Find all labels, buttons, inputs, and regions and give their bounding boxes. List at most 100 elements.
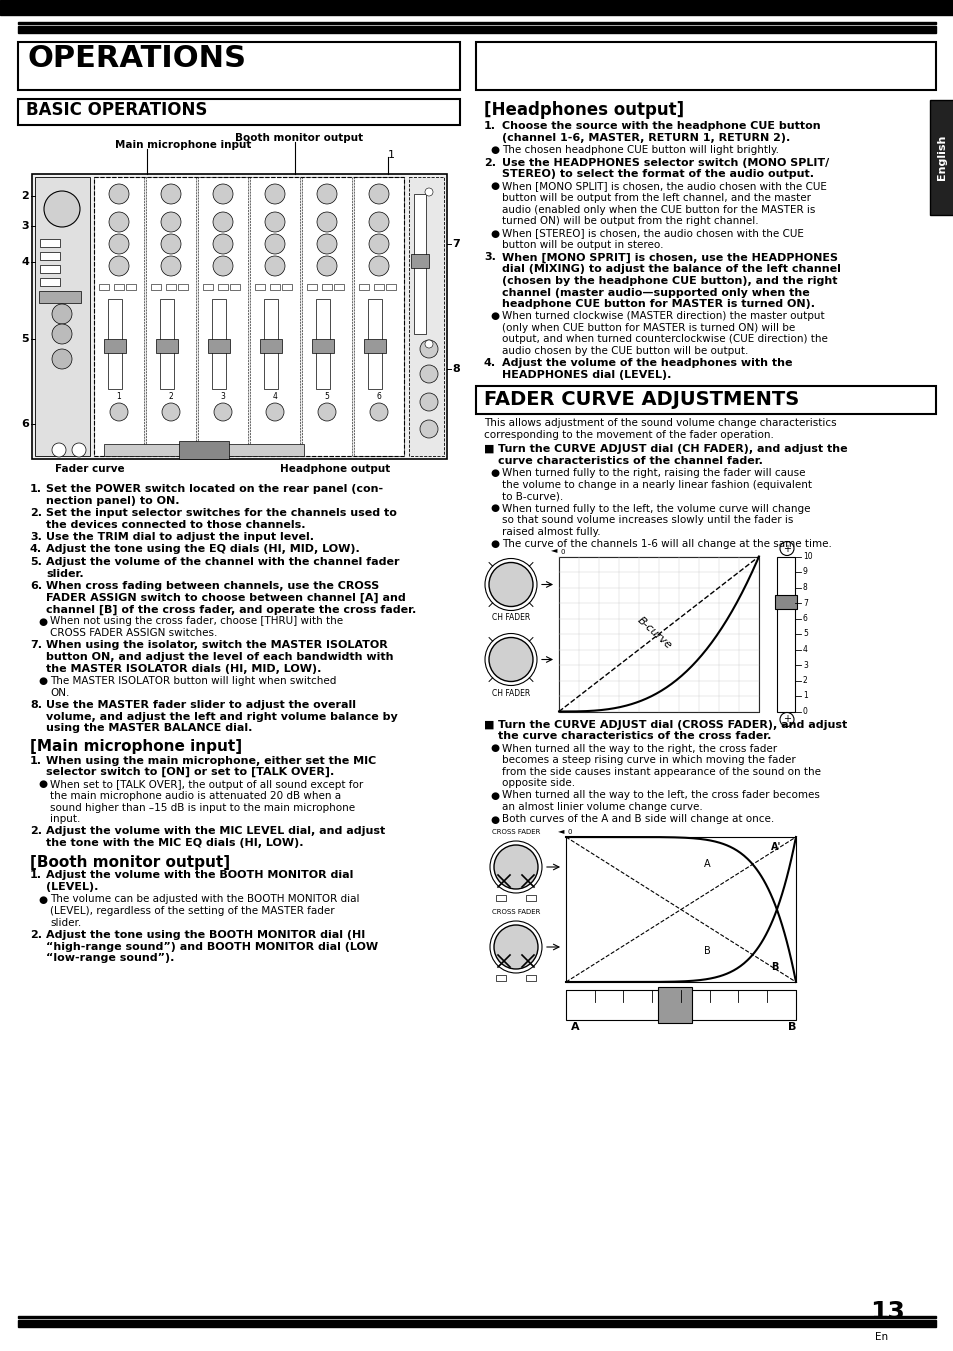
Bar bbox=[40, 278, 60, 286]
Circle shape bbox=[369, 184, 389, 204]
Text: Adjust the volume of the headphones with the
HEADPHONES dial (LEVEL).: Adjust the volume of the headphones with… bbox=[501, 358, 792, 380]
Circle shape bbox=[109, 212, 129, 232]
Text: Booth monitor output: Booth monitor output bbox=[234, 132, 363, 143]
Bar bbox=[525, 894, 536, 901]
Text: ■: ■ bbox=[483, 720, 494, 730]
Text: 7.: 7. bbox=[30, 640, 42, 650]
Circle shape bbox=[419, 365, 437, 382]
Text: 4: 4 bbox=[21, 257, 29, 267]
Text: When [MONO SPLIT] is chosen, the audio chosen with the CUE
button will be output: When [MONO SPLIT] is chosen, the audio c… bbox=[501, 181, 826, 227]
Text: 1: 1 bbox=[116, 392, 121, 401]
Circle shape bbox=[109, 184, 129, 204]
Text: ●: ● bbox=[490, 790, 498, 801]
Text: Turn the CURVE ADJUST dial (CH FADER), and adjust the
curve characteristics of t: Turn the CURVE ADJUST dial (CH FADER), a… bbox=[497, 444, 846, 466]
Circle shape bbox=[213, 255, 233, 276]
Bar bbox=[94, 177, 144, 457]
Bar bbox=[40, 265, 60, 273]
Text: 0: 0 bbox=[560, 549, 565, 554]
Circle shape bbox=[161, 255, 181, 276]
Bar bbox=[104, 444, 304, 457]
Bar bbox=[18, 22, 935, 24]
Text: The MASTER ISOLATOR button will light when switched
ON.: The MASTER ISOLATOR button will light wh… bbox=[50, 676, 336, 697]
Text: ●: ● bbox=[490, 815, 498, 824]
Text: 9: 9 bbox=[802, 567, 807, 577]
Text: 3: 3 bbox=[21, 222, 29, 231]
Text: Choose the source with the headphone CUE button
(channel 1-6, MASTER, RETURN 1, : Choose the source with the headphone CUE… bbox=[501, 122, 820, 143]
Bar bbox=[322, 284, 332, 290]
Bar bbox=[32, 174, 447, 459]
Bar bbox=[774, 596, 796, 609]
Text: 10: 10 bbox=[802, 553, 812, 561]
Circle shape bbox=[161, 234, 181, 254]
Bar bbox=[260, 339, 282, 353]
Bar bbox=[18, 1316, 935, 1319]
Text: When turned clockwise (MASTER direction) the master output
(only when CUE button: When turned clockwise (MASTER direction)… bbox=[501, 311, 827, 355]
Text: 13: 13 bbox=[869, 1300, 904, 1324]
Text: 3: 3 bbox=[220, 392, 225, 401]
Text: 4.: 4. bbox=[30, 544, 42, 554]
Bar bbox=[525, 975, 536, 981]
Circle shape bbox=[369, 234, 389, 254]
Text: OPERATIONS: OPERATIONS bbox=[28, 45, 247, 73]
Bar bbox=[409, 177, 443, 457]
Bar bbox=[354, 177, 403, 457]
Bar bbox=[254, 284, 265, 290]
Circle shape bbox=[316, 212, 336, 232]
Bar bbox=[18, 99, 459, 126]
Text: 4.: 4. bbox=[483, 358, 496, 367]
Text: B: B bbox=[703, 946, 710, 955]
Text: ●: ● bbox=[490, 228, 498, 239]
Text: En: En bbox=[874, 1332, 887, 1342]
Text: CH FADER: CH FADER bbox=[492, 689, 530, 697]
Circle shape bbox=[162, 403, 180, 422]
Circle shape bbox=[265, 255, 285, 276]
Bar bbox=[368, 299, 381, 389]
Text: ◄: ◄ bbox=[557, 825, 563, 835]
Text: [Main microphone input]: [Main microphone input] bbox=[30, 739, 242, 754]
Bar bbox=[364, 339, 386, 353]
Text: 7: 7 bbox=[802, 598, 807, 608]
Text: This allows adjustment of the sound volume change characteristics
corresponding : This allows adjustment of the sound volu… bbox=[483, 417, 836, 439]
Bar bbox=[307, 284, 316, 290]
Circle shape bbox=[213, 234, 233, 254]
Circle shape bbox=[370, 403, 388, 422]
Circle shape bbox=[44, 190, 80, 227]
Circle shape bbox=[780, 712, 793, 727]
Text: ●: ● bbox=[490, 504, 498, 513]
Bar bbox=[39, 290, 81, 303]
Text: The curve of the channels 1-6 will all change at the same time.: The curve of the channels 1-6 will all c… bbox=[501, 539, 831, 549]
Circle shape bbox=[419, 420, 437, 438]
Text: When not using the cross fader, choose [THRU] with the
CROSS FADER ASSIGN switch: When not using the cross fader, choose [… bbox=[50, 616, 343, 638]
Text: When turned fully to the left, the volume curve will change
so that sound volume: When turned fully to the left, the volum… bbox=[501, 504, 810, 536]
Text: Turn the CURVE ADJUST dial (CROSS FADER), and adjust
the curve characteristics o: Turn the CURVE ADJUST dial (CROSS FADER)… bbox=[497, 720, 846, 742]
Text: The volume can be adjusted with the BOOTH MONITOR dial
(LEVEL), regardless of th: The volume can be adjusted with the BOOT… bbox=[50, 894, 359, 928]
Text: ●: ● bbox=[490, 145, 498, 155]
Circle shape bbox=[494, 925, 537, 969]
Bar bbox=[312, 339, 334, 353]
Circle shape bbox=[213, 184, 233, 204]
Text: CROSS FADER: CROSS FADER bbox=[492, 830, 539, 835]
Text: 5: 5 bbox=[21, 334, 29, 345]
Text: The chosen headphone CUE button will light brightly.: The chosen headphone CUE button will lig… bbox=[501, 145, 779, 155]
Text: Use the MASTER fader slider to adjust the overall
volume, and adjust the left an: Use the MASTER fader slider to adjust th… bbox=[46, 700, 397, 734]
Text: 5: 5 bbox=[324, 392, 329, 401]
Text: When turned all the way to the left, the cross fader becomes
an almost linier vo: When turned all the way to the left, the… bbox=[501, 790, 819, 812]
Bar bbox=[358, 284, 369, 290]
Text: When using the main microphone, either set the MIC
selector switch to [ON] or se: When using the main microphone, either s… bbox=[46, 755, 375, 777]
Bar bbox=[230, 284, 240, 290]
Text: 6: 6 bbox=[376, 392, 381, 401]
Text: 0: 0 bbox=[567, 830, 572, 835]
Text: Both curves of the A and B side will change at once.: Both curves of the A and B side will cha… bbox=[501, 815, 774, 824]
Circle shape bbox=[161, 184, 181, 204]
Circle shape bbox=[369, 212, 389, 232]
Circle shape bbox=[109, 255, 129, 276]
Text: 6: 6 bbox=[802, 613, 807, 623]
Text: 7: 7 bbox=[452, 239, 459, 249]
Text: When set to [TALK OVER], the output of all sound except for
the main microphone : When set to [TALK OVER], the output of a… bbox=[50, 780, 363, 824]
Bar bbox=[496, 894, 505, 901]
Text: [Booth monitor output]: [Booth monitor output] bbox=[30, 854, 230, 870]
Text: 2.: 2. bbox=[30, 929, 42, 940]
Bar bbox=[35, 177, 90, 457]
Text: Adjust the volume with the BOOTH MONITOR dial
(LEVEL).: Adjust the volume with the BOOTH MONITOR… bbox=[46, 870, 353, 892]
Text: When turned all the way to the right, the cross fader
becomes a steep rising cur: When turned all the way to the right, th… bbox=[501, 743, 821, 788]
